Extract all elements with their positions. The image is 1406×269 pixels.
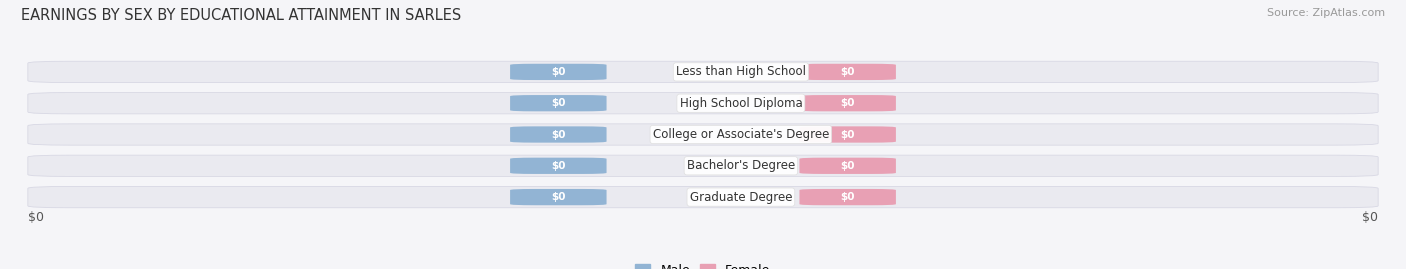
Text: Bachelor's Degree: Bachelor's Degree: [686, 159, 794, 172]
FancyBboxPatch shape: [510, 126, 606, 143]
Text: College or Associate's Degree: College or Associate's Degree: [652, 128, 830, 141]
FancyBboxPatch shape: [800, 64, 896, 80]
FancyBboxPatch shape: [28, 155, 1378, 176]
Text: $0: $0: [551, 98, 565, 108]
FancyBboxPatch shape: [800, 158, 896, 174]
Text: High School Diploma: High School Diploma: [679, 97, 803, 110]
FancyBboxPatch shape: [800, 126, 896, 143]
Text: $0: $0: [1362, 211, 1378, 224]
Text: $0: $0: [551, 192, 565, 202]
FancyBboxPatch shape: [800, 189, 896, 205]
Text: $0: $0: [841, 192, 855, 202]
Text: Graduate Degree: Graduate Degree: [689, 191, 792, 204]
Text: $0: $0: [551, 67, 565, 77]
FancyBboxPatch shape: [800, 95, 896, 111]
Legend: Male, Female: Male, Female: [633, 262, 773, 269]
FancyBboxPatch shape: [510, 158, 606, 174]
Text: $0: $0: [841, 98, 855, 108]
FancyBboxPatch shape: [510, 95, 606, 111]
FancyBboxPatch shape: [510, 64, 606, 80]
FancyBboxPatch shape: [28, 93, 1378, 114]
Text: $0: $0: [841, 161, 855, 171]
Text: Less than High School: Less than High School: [676, 65, 806, 78]
Text: $0: $0: [28, 211, 44, 224]
FancyBboxPatch shape: [28, 61, 1378, 83]
Text: $0: $0: [841, 129, 855, 140]
FancyBboxPatch shape: [28, 186, 1378, 208]
Text: $0: $0: [551, 129, 565, 140]
FancyBboxPatch shape: [510, 189, 606, 205]
FancyBboxPatch shape: [28, 124, 1378, 145]
Text: Source: ZipAtlas.com: Source: ZipAtlas.com: [1267, 8, 1385, 18]
Text: EARNINGS BY SEX BY EDUCATIONAL ATTAINMENT IN SARLES: EARNINGS BY SEX BY EDUCATIONAL ATTAINMEN…: [21, 8, 461, 23]
Text: $0: $0: [841, 67, 855, 77]
Text: $0: $0: [551, 161, 565, 171]
